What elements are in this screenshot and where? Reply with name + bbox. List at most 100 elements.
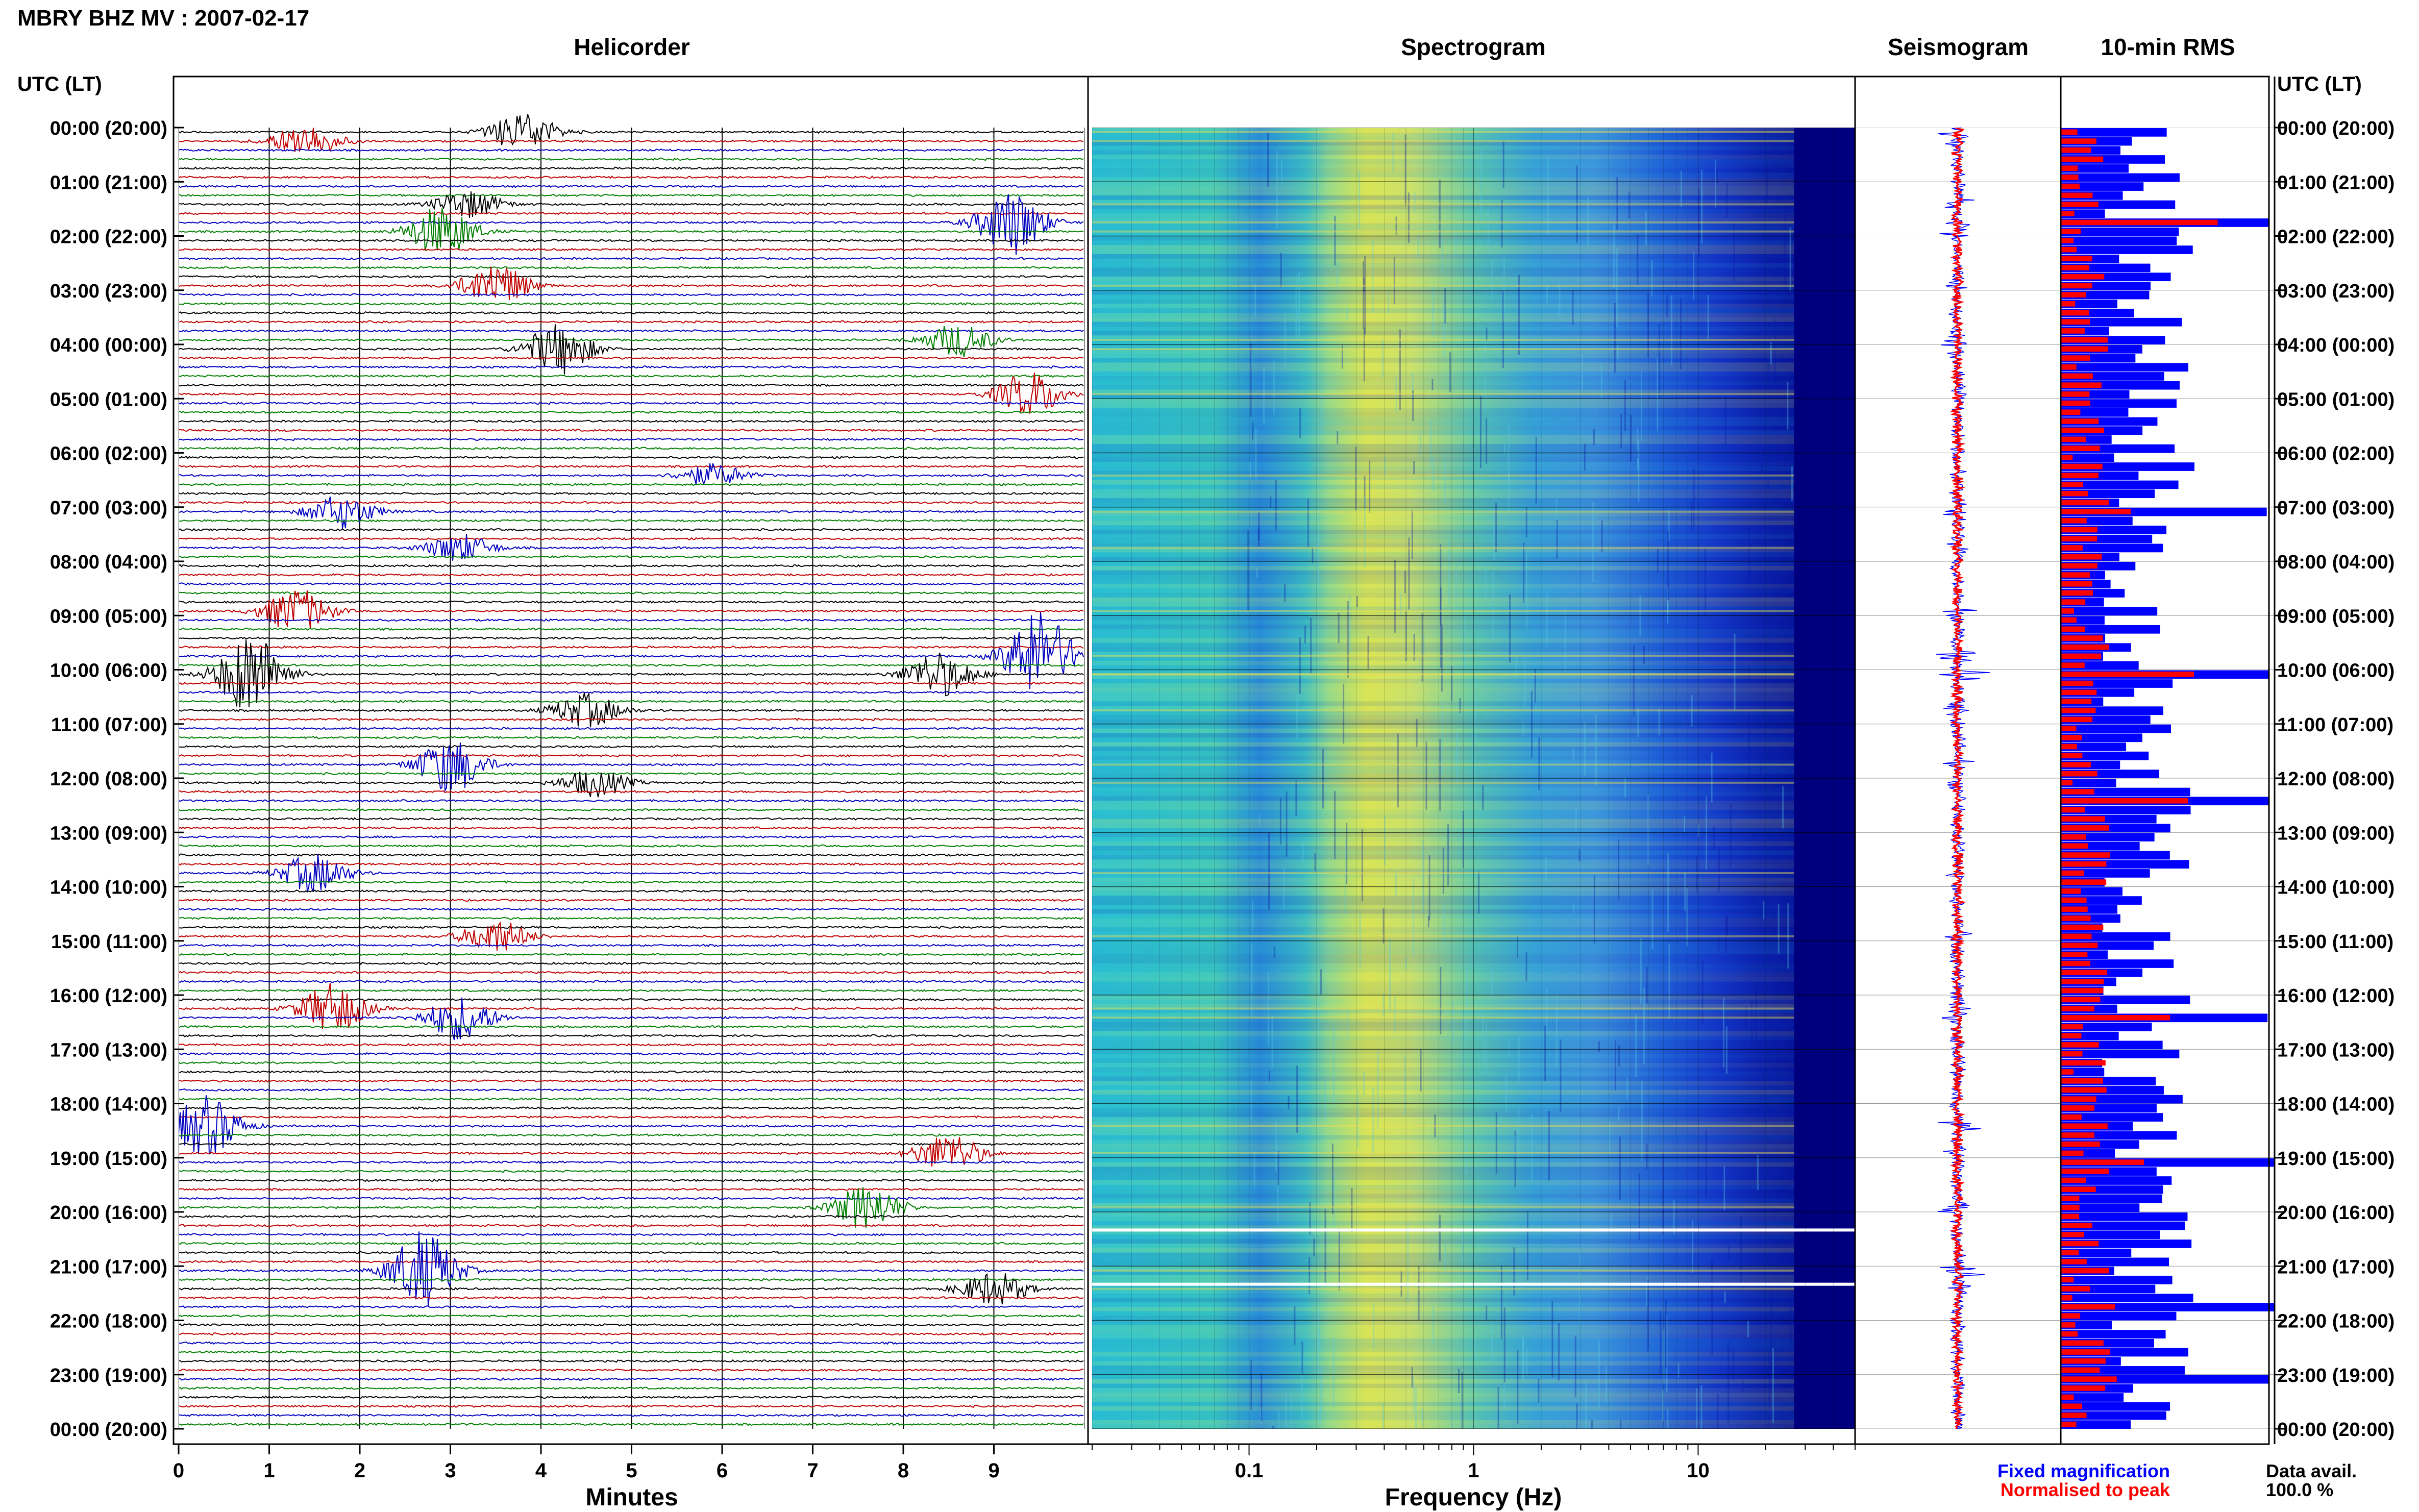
spectrogram-speckle [1742, 1380, 1744, 1393]
spectrogram-speckle [1298, 272, 1300, 342]
time-label-left: 11:00 (07:00) [51, 714, 167, 736]
rms-bar-fixed [2061, 236, 2177, 245]
spectrogram-speckle [1751, 998, 1753, 1053]
rms-bar-normalised [2061, 391, 2090, 397]
seismogram-panel [1856, 128, 2061, 1429]
spectrogram-speckle [1505, 1076, 1508, 1113]
spectrogram-speckle [1523, 542, 1525, 603]
rms-bar-normalised [2061, 743, 2077, 750]
spectrogram-speckle [1647, 1279, 1649, 1351]
spectrogram-speckle [1730, 805, 1732, 866]
spectrogram-speckle [1638, 439, 1640, 502]
helicorder-trace [179, 573, 1084, 577]
spectrogram-speckle [1619, 1136, 1621, 1200]
helicorder-trace [179, 742, 1084, 792]
spectrogram-speckle [1440, 966, 1442, 1034]
spectrogram-speckle [1367, 636, 1369, 669]
spectrogram-speckle [1755, 985, 1757, 1043]
rms-bar-normalised [2061, 952, 2088, 957]
time-label-left: 20:00 (16:00) [50, 1202, 167, 1224]
helicorder-trace [179, 1332, 1084, 1336]
helicorder-trace [179, 1160, 1084, 1164]
rms-bar-normalised [2061, 870, 2084, 876]
spectrogram-speckle [1415, 1386, 1417, 1429]
spectrogram-speckle [1518, 1037, 1520, 1081]
helicorder-trace [179, 1359, 1084, 1363]
helicorder-trace [179, 1377, 1084, 1381]
legend-fixed-magnification: Fixed magnification [1997, 1460, 2170, 1481]
spectrogram-speckle [1544, 1026, 1546, 1081]
helicorder-trace [179, 320, 1084, 324]
helicorder-trace [179, 898, 1084, 902]
minute-tick-label: 4 [535, 1459, 547, 1482]
spectrogram-speckle [1495, 1112, 1497, 1174]
time-label-right: 02:00 (22:00) [2277, 227, 2395, 248]
spectrogram-speckle [1333, 1027, 1335, 1106]
helicorder-trace [179, 1196, 1084, 1200]
rms-bar-fixed [2061, 1194, 2162, 1203]
spectrogram-speckle [1591, 1420, 1593, 1429]
spectrogram-speckle [1534, 669, 1536, 703]
spectrogram-speckle [1696, 856, 1698, 892]
spectrogram-speckle [1526, 555, 1528, 630]
seismogram-normalised-trace [1949, 128, 1966, 1429]
rms-bar-normalised [2061, 1186, 2096, 1193]
spectrogram-speckle [1620, 414, 1622, 449]
rms-bar-normalised [2061, 373, 2093, 379]
spectrogram-speckle [1791, 466, 1793, 502]
spectrogram-speckle [1722, 998, 1724, 1068]
rms-bar-normalised [2061, 735, 2082, 740]
helicorder-trace [179, 844, 1084, 848]
spectrogram-speckle [1495, 503, 1497, 553]
rms-bar-normalised [2061, 1304, 2115, 1310]
rms-bar-normalised [2061, 762, 2091, 767]
helicorder-trace [179, 157, 1084, 161]
spectrogram-speckle [1439, 1214, 1441, 1261]
spectrogram-speckle [1411, 1367, 1413, 1388]
time-label-left: 07:00 (03:00) [50, 498, 167, 519]
helicorder-title: Helicorder [574, 34, 690, 60]
spectrogram-speckle [1372, 1088, 1374, 1155]
spectrogram-speckle [1581, 354, 1583, 392]
spectrogram-speckle [1383, 908, 1385, 944]
rms-bar-normalised [2061, 979, 2104, 984]
spectrogram-speckle [1600, 362, 1602, 400]
spectrogram-speckle [1595, 714, 1597, 786]
spectrogram-speckle [1373, 1303, 1375, 1349]
spectrogram-speckle [1441, 624, 1443, 692]
helicorder-trace [179, 907, 1084, 911]
spectrogram-title: Spectrogram [1401, 34, 1546, 60]
helicorder-trace [179, 275, 1084, 279]
spectrogram-speckle [1266, 1428, 1268, 1429]
spectrogram-speckle [1643, 987, 1645, 1064]
spectrogram-speckle [1491, 971, 1493, 997]
helicorder-trace [179, 1368, 1084, 1372]
spectrogram-speckle [1538, 737, 1540, 790]
spectrogram-speckle [1515, 656, 1517, 678]
spectrogram-speckle [1405, 611, 1407, 661]
rms-bar-fixed [2061, 1203, 2140, 1212]
time-label-left: 15:00 (11:00) [51, 931, 167, 953]
rms-bar-normalised [2061, 807, 2085, 813]
spectrogram-speckle [1640, 938, 1642, 1004]
spectrogram-speckle [1356, 596, 1358, 607]
rms-bar-normalised [2061, 1340, 2104, 1346]
minute-tick-label: 6 [717, 1459, 728, 1482]
spectrogram-speckle [1677, 1362, 1680, 1378]
spectrogram-speckle [1767, 363, 1769, 389]
rms-bar-fixed [2061, 1176, 2172, 1185]
rms-bar-normalised [2061, 1376, 2117, 1382]
spectrogram-speckle [1456, 731, 1458, 783]
spectrogram-speckle [1641, 371, 1643, 442]
helicorder-trace [179, 1232, 1084, 1236]
spectrogram-speckle [1556, 519, 1558, 559]
spectrogram-speckle [1567, 1425, 1569, 1429]
helicorder-trace [179, 1224, 1084, 1227]
helicorder-trace [179, 998, 1084, 1002]
spectrogram-speckle [1444, 452, 1446, 504]
spectrogram-speckle [1383, 994, 1385, 1018]
time-label-right: 00:00 (20:00) [2277, 1419, 2395, 1441]
spectrogram-speckle [1572, 749, 1574, 761]
spectrogram-event-streak [1092, 1287, 1804, 1290]
spectrogram-speckle [1538, 1378, 1540, 1403]
